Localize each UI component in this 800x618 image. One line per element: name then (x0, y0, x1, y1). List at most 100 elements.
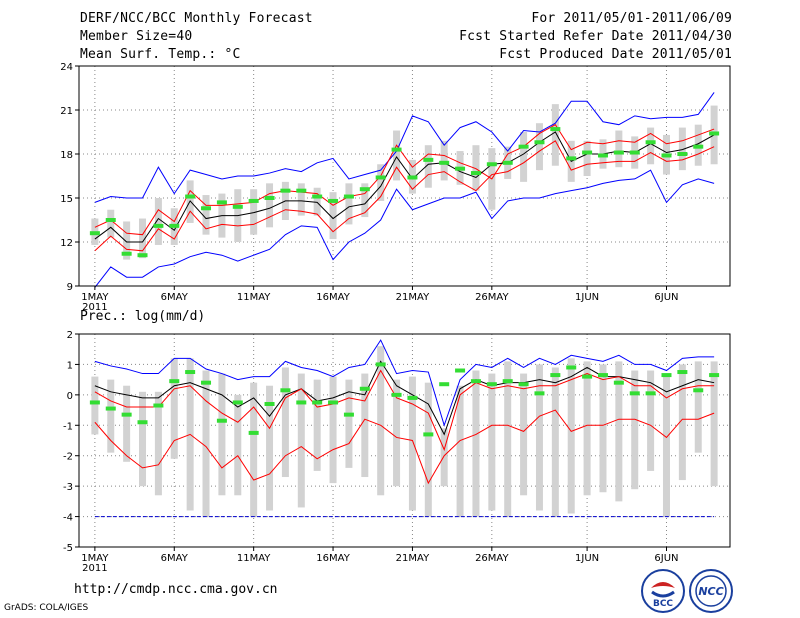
spread-bar (250, 382, 258, 517)
member-size-label: Member Size=40 (80, 29, 193, 44)
spread-bar (694, 361, 702, 453)
x-tick-label: 1JUN (575, 292, 599, 303)
bcc-logo-text: BCC (653, 599, 673, 609)
y-tick-label: -4 (63, 513, 73, 524)
observed-marker (105, 218, 116, 222)
spread-bar (678, 364, 686, 481)
x-tick-year-label: 2011 (82, 563, 107, 574)
spread-bar (313, 187, 321, 216)
observed-marker (439, 160, 450, 165)
spread-bar (202, 195, 210, 235)
spread-bar (91, 376, 99, 435)
observed-marker (677, 152, 688, 156)
observed-marker (407, 175, 418, 180)
x-tick-label: 26MAY (475, 292, 509, 303)
observed-marker (613, 150, 624, 155)
spread-bar (154, 391, 162, 496)
observed-marker (121, 251, 132, 256)
spread-bar (678, 127, 686, 171)
x-tick-label: 6MAY (161, 553, 189, 564)
series-line-ensemble-mean (94, 360, 715, 436)
observed-marker (312, 400, 323, 405)
spread-bar (297, 183, 305, 216)
spread-bar (297, 373, 305, 508)
spread-bar (615, 130, 623, 168)
series-line-ensemble-min (94, 169, 715, 288)
observed-marker (407, 395, 418, 400)
observed-marker (296, 188, 307, 193)
y-tick-label: 24 (60, 62, 73, 73)
spread-bar (583, 140, 591, 176)
spread-bar (504, 361, 512, 517)
observed-marker (629, 391, 640, 396)
y-tick-label: 15 (60, 194, 73, 205)
spread-bar (456, 385, 464, 517)
spread-bar (520, 373, 528, 496)
bcc-logo-icon: BCC (641, 569, 685, 613)
observed-marker (343, 412, 354, 417)
observed-marker (105, 406, 116, 411)
spread-bar (234, 394, 242, 496)
observed-marker (566, 365, 577, 370)
observed-marker (693, 144, 704, 149)
observed-marker (439, 382, 450, 387)
observed-marker (264, 196, 275, 200)
series-line-mean-plus-sd (94, 369, 715, 452)
series-line-mean-sd (94, 124, 715, 236)
spread-bar (599, 364, 607, 493)
y-tick-label: 1 (67, 360, 73, 371)
spread-bar (361, 183, 369, 218)
x-tick-label: 1JUN (575, 553, 599, 564)
observed-marker (359, 187, 370, 192)
observed-marker (89, 231, 100, 236)
forecast-start-label: Fcst Started Refer Date 2011/04/30 (459, 29, 732, 44)
spread-bar (202, 370, 210, 517)
ncc-logo-icon: NCC (689, 569, 733, 613)
observed-marker (169, 379, 180, 384)
spread-bar (520, 132, 528, 182)
observed-marker (534, 391, 545, 396)
ncc-logo-text: NCC (698, 585, 723, 598)
observed-marker (518, 382, 529, 387)
observed-marker (550, 127, 561, 132)
observed-marker (566, 156, 577, 161)
observed-marker (137, 420, 148, 425)
spread-bar (361, 373, 369, 478)
spread-bar (123, 221, 131, 260)
observed-marker (153, 223, 164, 228)
spread-bar (583, 361, 591, 496)
spread-bar (615, 361, 623, 502)
observed-marker (328, 198, 339, 203)
observed-marker (486, 382, 497, 387)
spread-bar (393, 130, 401, 181)
x-tick-year-label: 2011 (82, 302, 107, 313)
footer-url-link[interactable]: http://cmdp.ncc.cma.gov.cn (74, 582, 278, 597)
observed-marker (232, 204, 243, 209)
spread-bar (107, 209, 115, 238)
series-line-mean-sd (94, 140, 715, 252)
observed-marker (455, 368, 466, 373)
observed-marker (486, 162, 497, 167)
observed-marker (677, 370, 688, 375)
spread-bar (345, 183, 353, 225)
observed-marker (693, 388, 704, 393)
observed-marker (375, 362, 386, 367)
observed-marker (423, 432, 434, 437)
observed-marker (248, 198, 259, 203)
spread-bar (551, 104, 559, 166)
spread-bar (139, 218, 147, 259)
observed-marker (121, 412, 132, 417)
spread-bar (472, 370, 480, 517)
y-tick-label: 21 (60, 106, 73, 117)
spread-bar (123, 385, 131, 462)
series-line-ensemble-max (94, 339, 715, 427)
spread-bar (154, 198, 162, 245)
observed-marker (391, 147, 402, 152)
spread-bar (488, 373, 496, 511)
variable-label: Mean Surf. Temp.: °C (80, 47, 241, 62)
spread-bar (107, 379, 115, 453)
series-line-ensemble-max (94, 92, 715, 203)
x-tick-label: 1MAY (81, 292, 109, 303)
